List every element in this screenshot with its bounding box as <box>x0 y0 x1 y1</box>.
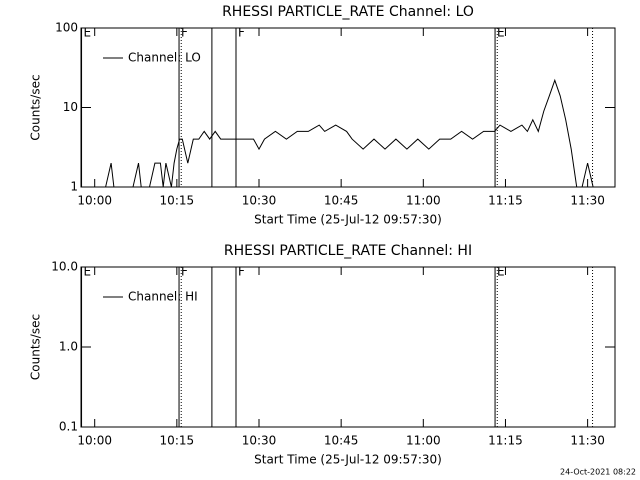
y-axis-label: Counts/sec <box>29 314 43 380</box>
data-line <box>83 78 599 188</box>
x-tick-label: 10:30 <box>242 434 277 448</box>
marker-label: E <box>84 265 92 279</box>
x-tick-label: 10:00 <box>77 194 112 208</box>
x-tick-label: 10:30 <box>242 194 277 208</box>
y-tick-label: 1 <box>70 180 78 194</box>
x-tick-label: 11:15 <box>488 194 523 208</box>
x-tick-label: 11:00 <box>406 194 441 208</box>
x-tick-label: 10:15 <box>160 434 195 448</box>
y-tick-label: 10 <box>63 100 78 114</box>
chart-title: RHESSI PARTICLE_RATE Channel: LO <box>222 4 474 20</box>
x-tick-label: 11:30 <box>570 194 605 208</box>
legend-label: Channel: HI <box>128 290 198 304</box>
legend-label: Channel: LO <box>128 51 201 65</box>
footer: 24-Oct-2021 08:22 <box>560 468 636 477</box>
x-tick-label: 11:30 <box>570 434 605 448</box>
marker-label: E <box>84 26 92 40</box>
marker-label: E <box>497 265 505 279</box>
marker-label: F <box>181 265 188 279</box>
x-axis-label: Start Time (25-Jul-12 09:57:30) <box>254 213 442 227</box>
marker-label: F <box>238 265 245 279</box>
x-tick-label: 11:00 <box>406 434 441 448</box>
y-tick-label: 1.0 <box>59 340 78 354</box>
y-axis-label: Counts/sec <box>29 74 43 140</box>
x-tick-label: 10:45 <box>324 194 359 208</box>
x-tick-label: 10:45 <box>324 434 359 448</box>
chart-title: RHESSI PARTICLE_RATE Channel: HI <box>224 243 472 259</box>
x-tick-label: 11:15 <box>488 434 523 448</box>
y-tick-label: 100 <box>55 21 78 35</box>
marker-label: F <box>238 26 245 40</box>
marker-label: E <box>497 26 505 40</box>
marker-label: F <box>181 26 188 40</box>
x-axis-label: Start Time (25-Jul-12 09:57:30) <box>254 453 442 467</box>
y-tick-label: 10.0 <box>51 260 78 274</box>
x-tick-label: 10:15 <box>160 194 195 208</box>
y-tick-label: 0.1 <box>59 420 78 434</box>
x-tick-label: 10:00 <box>77 434 112 448</box>
